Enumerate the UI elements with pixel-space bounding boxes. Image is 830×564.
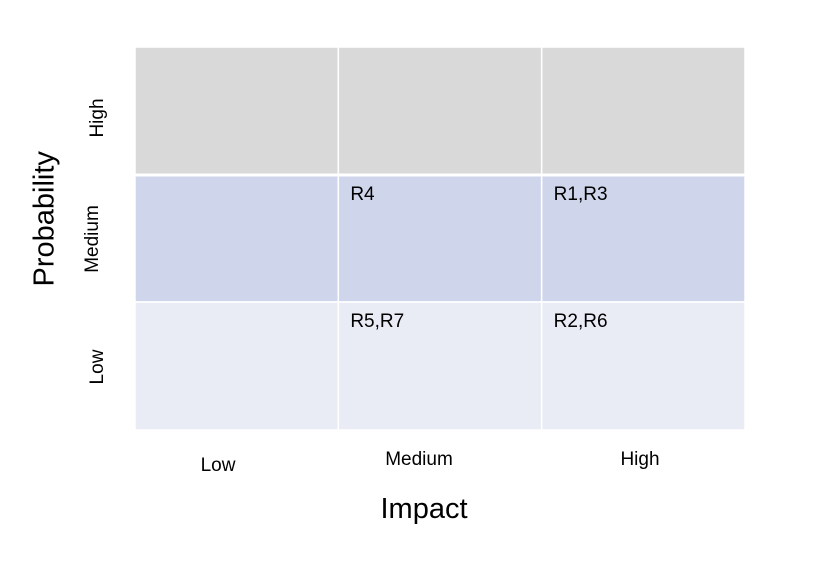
y-tick-medium: Medium <box>82 205 103 273</box>
cell-label-low-medium: R5,R7 <box>350 311 404 332</box>
x-tick-medium: Medium <box>385 449 453 470</box>
cell-label-medium-medium: R4 <box>350 184 375 205</box>
matrix-cell-medium-high <box>540 174 746 303</box>
y-tick-low: Low <box>87 349 108 385</box>
matrix-cell-high-high <box>540 46 746 176</box>
cell-label-low-high: R2,R6 <box>554 311 608 332</box>
x-axis-title: Impact <box>380 493 468 525</box>
x-tick-high: High <box>620 449 660 470</box>
matrix-cell-high-low <box>134 46 340 176</box>
y-tick-high: High <box>87 98 108 138</box>
matrix-cell-medium-low <box>134 174 340 303</box>
matrix-cell-low-low <box>134 301 340 431</box>
x-tick-low: Low <box>200 455 236 476</box>
cell-label-medium-high: R1,R3 <box>554 184 608 205</box>
y-axis-title: Probability <box>28 151 61 287</box>
matrix-cell-low-high <box>540 301 746 431</box>
matrix-cell-low-medium <box>337 301 543 431</box>
matrix-cell-high-medium <box>337 46 543 176</box>
matrix-cell-medium-medium <box>337 174 543 303</box>
